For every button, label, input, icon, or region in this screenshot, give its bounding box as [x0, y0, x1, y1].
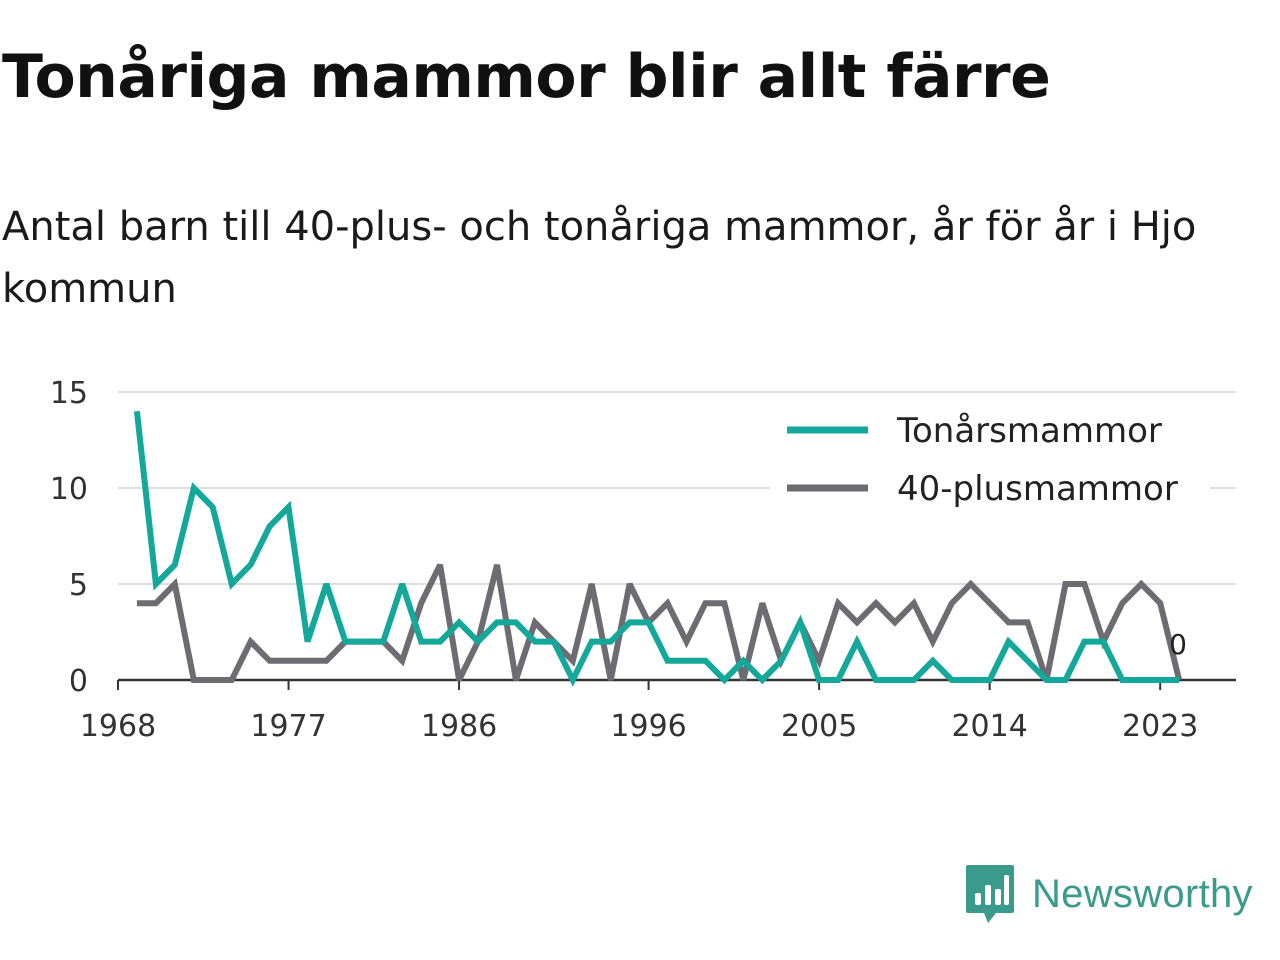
x-tick-label: 2014: [951, 709, 1027, 744]
x-tick-label: 1996: [610, 709, 686, 744]
y-tick-label: 15: [50, 376, 88, 411]
legend: Tonårsmammor 40-plusmammor: [770, 400, 1210, 520]
x-tick-label: 1986: [421, 709, 497, 744]
chart-subtitle: Antal barn till 40-plus- och tonåriga ma…: [2, 204, 1197, 312]
legend-background: [770, 400, 1210, 520]
series-lines: [133, 410, 1183, 687]
y-tick-label: 0: [69, 664, 88, 699]
brand-name: Newsworthy: [1032, 871, 1253, 916]
x-tick-label: 1968: [80, 709, 156, 744]
brand-logo: Newsworthy: [964, 862, 1253, 926]
end-labels: 0: [1169, 628, 1187, 661]
y-tick-label: 10: [50, 472, 88, 507]
series-line-tonarsmammor: [133, 410, 1180, 687]
newsworthy-logo-icon: [966, 865, 1014, 923]
x-axis-ticks: 1968 1977 1986 1996 2005 2014 2023: [80, 680, 1198, 744]
x-tick-label: 1977: [250, 709, 326, 744]
y-tick-label: 5: [69, 568, 88, 603]
x-tick-label: 2023: [1122, 709, 1198, 744]
legend-label: Tonårsmammor: [896, 411, 1162, 451]
x-tick-label: 2005: [781, 709, 857, 744]
series-line-40-plusmammor: [136, 563, 1183, 683]
end-value-label: 0: [1169, 628, 1187, 661]
y-axis-ticks: 0 5 10 15: [50, 376, 88, 699]
chart-title: Tonåriga mammor blir allt färre: [2, 42, 1051, 112]
legend-label: 40-plusmammor: [897, 469, 1178, 509]
